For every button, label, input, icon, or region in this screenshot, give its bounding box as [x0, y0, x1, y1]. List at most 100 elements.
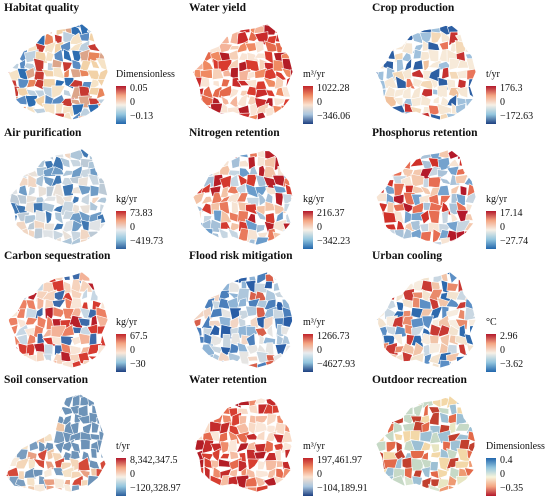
- map-region: [273, 24, 288, 27]
- map-region: [229, 342, 240, 354]
- map-region: [26, 333, 36, 347]
- legend-unit: m³/yr: [303, 441, 325, 452]
- legend-zero-label: 0: [500, 469, 505, 480]
- map-region: [264, 488, 278, 492]
- map-region: [475, 68, 476, 80]
- map-region: [440, 396, 449, 397]
- map-region: [6, 448, 9, 460]
- map-region: [90, 447, 98, 459]
- map-region: [456, 24, 469, 28]
- map-region: [98, 233, 108, 240]
- map-region: [264, 201, 276, 212]
- map-region: [69, 441, 81, 454]
- map-region: [41, 402, 57, 415]
- map-region: [8, 149, 19, 161]
- map-region: [410, 96, 422, 108]
- map-region: [422, 363, 429, 368]
- map-region: [109, 335, 114, 348]
- map-region: [60, 323, 75, 338]
- map-region: [88, 122, 101, 124]
- map-region: [208, 324, 221, 336]
- map-region: [376, 288, 380, 300]
- map-outline: [7, 271, 109, 369]
- map-region: [376, 24, 389, 35]
- map-region: [8, 112, 21, 120]
- map-region: [26, 149, 39, 162]
- map-region: [210, 264, 221, 271]
- legend-max-label: 1266.73: [317, 331, 350, 342]
- map-region: [62, 183, 74, 197]
- legend-colorbar: [486, 458, 496, 496]
- map-region: [108, 389, 114, 400]
- map-region: [104, 96, 108, 109]
- map-panel: Phosphorus retention kg/yr 17.14 0 −27.74: [368, 125, 550, 250]
- map-region: [227, 396, 238, 399]
- map-region: [98, 355, 108, 366]
- map-region: [193, 107, 196, 117]
- map-region: [254, 185, 269, 198]
- map-region: [273, 97, 287, 108]
- map-region: [290, 149, 293, 154]
- map-region: [290, 24, 293, 29]
- map-region: [376, 104, 380, 117]
- map-region: [220, 488, 228, 492]
- legend-zero-label: 0: [317, 97, 322, 108]
- map-region: [292, 111, 293, 120]
- map-region: [10, 31, 21, 43]
- map-region: [376, 487, 379, 492]
- map-region: [384, 396, 398, 407]
- map-region: [97, 403, 106, 417]
- map-region: [43, 466, 53, 479]
- map-region: [60, 394, 73, 398]
- map-region: [69, 68, 83, 78]
- map-region: [394, 404, 408, 415]
- map-region: [98, 359, 108, 368]
- map-region: [106, 325, 108, 335]
- map-region: [378, 272, 386, 282]
- map-region: [89, 24, 98, 28]
- map-region: [193, 115, 198, 120]
- map-region: [405, 396, 412, 397]
- map-region: [473, 115, 476, 120]
- map-region: [97, 345, 108, 358]
- map-region: [18, 278, 31, 295]
- map-region: [466, 278, 476, 295]
- map-region: [401, 42, 414, 55]
- map-region: [14, 456, 31, 470]
- map-region: [468, 158, 476, 171]
- map-region: [91, 394, 100, 399]
- map-region: [386, 24, 395, 37]
- map-region: [193, 68, 196, 81]
- map-region: [458, 343, 468, 357]
- map-region: [202, 306, 213, 320]
- map-region: [8, 155, 21, 166]
- map-region: [428, 104, 442, 117]
- map-region: [34, 362, 46, 368]
- map-region: [228, 87, 240, 100]
- map-region: [23, 421, 38, 435]
- map-region: [220, 95, 230, 106]
- map-region: [36, 402, 47, 418]
- map-region: [376, 106, 389, 117]
- map-region: [50, 149, 65, 153]
- map-region: [388, 493, 396, 496]
- map-region: [393, 456, 403, 472]
- legend-colorbar: [486, 211, 496, 249]
- map-region: [400, 24, 415, 27]
- map-region: [210, 396, 223, 401]
- map-region: [193, 413, 196, 424]
- map-region: [229, 174, 240, 189]
- map-region: [266, 413, 278, 427]
- map-outline: [192, 148, 294, 246]
- map-region: [228, 121, 239, 124]
- map-region: [402, 360, 415, 368]
- map-region: [419, 230, 432, 242]
- map-region: [412, 59, 424, 71]
- map-region: [193, 272, 203, 275]
- map-region: [89, 59, 101, 70]
- map-region: [191, 494, 203, 496]
- map-region: [101, 149, 108, 157]
- map-region: [292, 297, 293, 313]
- map-region: [383, 24, 397, 26]
- map-region: [79, 204, 92, 214]
